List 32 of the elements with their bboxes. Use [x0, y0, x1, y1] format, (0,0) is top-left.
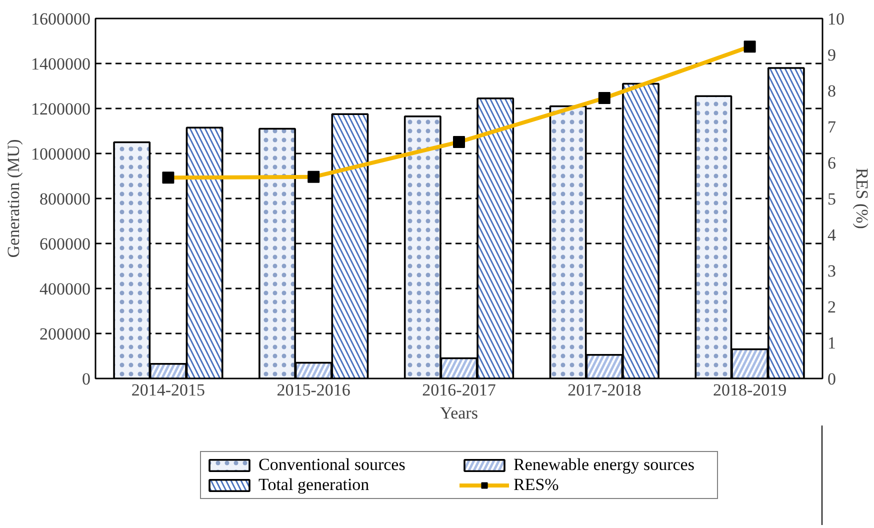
y2-tick-label: 2 — [828, 298, 836, 316]
y-tick-label: 1600000 — [31, 10, 90, 28]
legend-label: Renewable energy sources — [514, 455, 696, 475]
y2-tick-label: 9 — [828, 46, 836, 64]
x-tick-label: 2018-2019 — [712, 380, 787, 400]
y2-axis-title: RES (%) — [852, 168, 872, 229]
legend-label: RES% — [514, 475, 560, 495]
y2-tick-label: 0 — [828, 370, 836, 388]
x-tick-label: 2017-2018 — [568, 380, 642, 400]
y-tick-label: 1000000 — [31, 144, 90, 164]
y-axis-title: Generation (MU) — [4, 139, 23, 258]
legend-label: Total generation — [258, 475, 370, 495]
x-tick-label: 2014-2015 — [131, 380, 206, 400]
x-axis-title: Years — [440, 404, 478, 422]
y-tick-label: 600000 — [40, 234, 90, 254]
x-tick-label: 2015-2016 — [276, 380, 350, 400]
y2-tick-label: 3 — [828, 262, 836, 280]
y2-tick-label: 4 — [828, 226, 836, 244]
y2-tick-label: 10 — [828, 10, 844, 28]
y-tick-label: 0 — [82, 370, 90, 388]
y-tick-label: 1200000 — [31, 100, 90, 118]
y2-tick-label: 7 — [828, 118, 836, 136]
y-tick-label: 800000 — [40, 190, 90, 208]
y2-tick-label: 5 — [828, 190, 836, 208]
y-tick-label: 400000 — [40, 280, 90, 298]
y2-tick-label: 6 — [828, 154, 836, 172]
legend-label: Conventional sources — [258, 455, 406, 475]
y2-tick-label: 1 — [828, 334, 836, 352]
y-tick-label: 1400000 — [31, 54, 90, 74]
y-tick-label: 200000 — [40, 324, 90, 344]
y2-tick-label: 8 — [828, 82, 836, 100]
x-tick-label: 2016-2017 — [422, 380, 496, 400]
